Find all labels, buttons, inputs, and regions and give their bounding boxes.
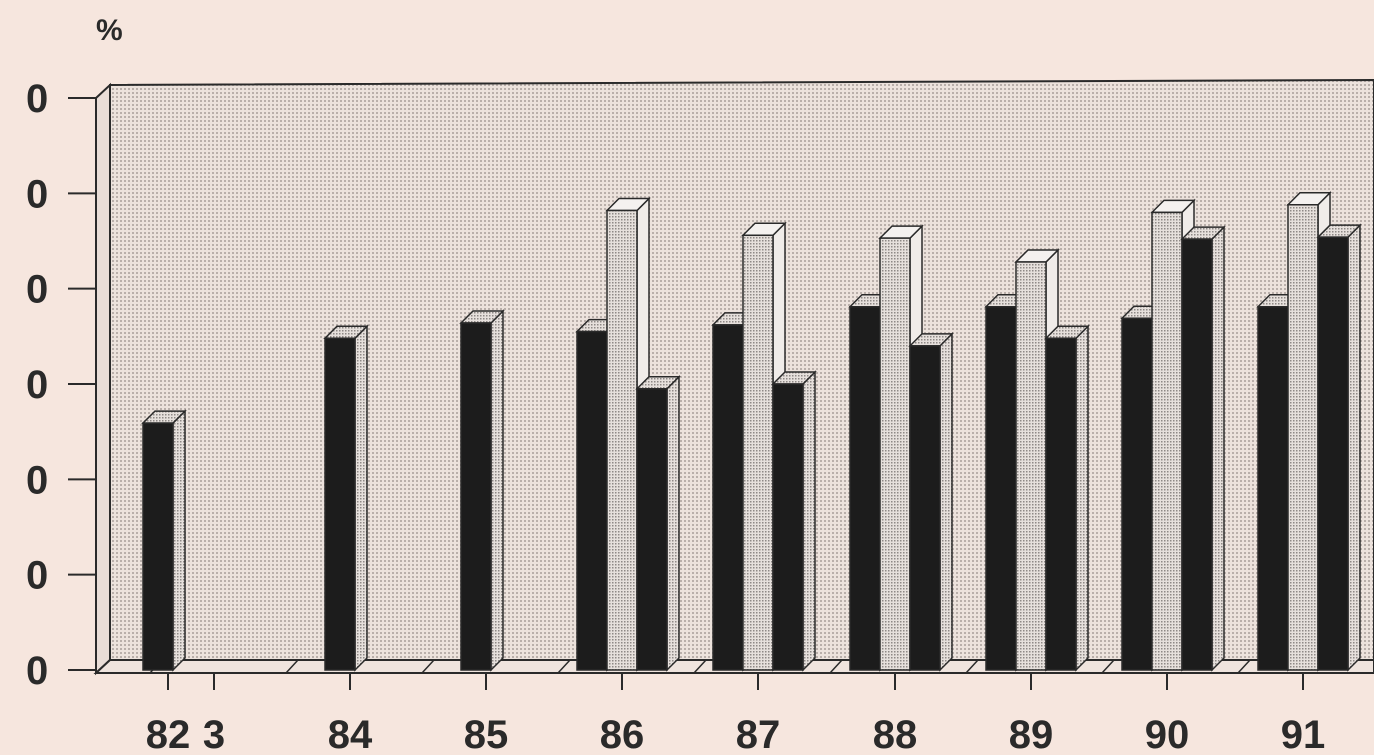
plot-left-wall xyxy=(95,82,111,676)
floor-mark xyxy=(693,659,707,674)
x-axis: 82 3 84 85 86 87 88 89 90 91 xyxy=(146,673,1326,755)
bar-front xyxy=(1121,317,1153,671)
bar-front xyxy=(460,322,492,671)
y-tick-label: 0 xyxy=(26,554,48,598)
bar xyxy=(1044,324,1090,672)
x-tick-label: 90 xyxy=(1145,713,1190,755)
bar xyxy=(323,324,369,672)
bar-front xyxy=(1181,238,1213,671)
bar-side xyxy=(1211,225,1225,672)
y-tick-label: 0 xyxy=(26,77,48,121)
y-tick-label: 0 xyxy=(26,458,48,502)
bar-front xyxy=(879,237,911,671)
bar-front xyxy=(712,324,744,671)
x-tick-label: 85 xyxy=(464,713,509,755)
bar-front xyxy=(985,306,1017,671)
y-tick-label: 0 xyxy=(26,268,48,312)
bar-front xyxy=(142,422,174,671)
bar-side xyxy=(354,324,368,672)
floor-mark xyxy=(829,659,843,674)
bar-front xyxy=(1151,211,1183,671)
bar xyxy=(771,370,817,672)
bar-front xyxy=(1317,236,1349,671)
bar-front xyxy=(576,330,608,671)
bar xyxy=(1316,223,1362,672)
x-tick-label: 91 xyxy=(1281,713,1326,755)
y-axis-unit-label: % xyxy=(96,14,123,47)
floor-mark xyxy=(421,659,435,674)
bar-side xyxy=(1075,324,1089,672)
floor-mark xyxy=(965,659,979,674)
y-tick-label: 0 xyxy=(26,172,48,216)
y-tick-label: 0 xyxy=(26,363,48,407)
x-tick-label: 87 xyxy=(736,713,781,755)
bar-side xyxy=(802,370,816,672)
bar-front xyxy=(849,306,881,671)
bar-front xyxy=(1287,204,1319,671)
bar-side xyxy=(1347,223,1361,672)
bar-front xyxy=(324,337,356,671)
x-tick-label: 3 xyxy=(203,713,225,755)
bar xyxy=(908,332,954,672)
bar xyxy=(635,374,681,672)
floor-mark xyxy=(1101,659,1115,674)
bar xyxy=(141,409,187,672)
bar-side xyxy=(666,374,680,672)
floor-mark xyxy=(1237,659,1251,674)
bar-side xyxy=(172,409,186,672)
floor-mark xyxy=(285,659,299,674)
x-tick-label: 84 xyxy=(328,713,373,755)
y-axis: 0 0 0 0 0 0 0 xyxy=(26,77,97,693)
x-tick-label: 86 xyxy=(600,713,645,755)
bar-front xyxy=(1045,337,1077,671)
bar xyxy=(1180,225,1226,672)
bar-front xyxy=(1015,261,1047,671)
bar-front xyxy=(606,209,638,671)
bar-front xyxy=(909,345,941,671)
y-tick-label: 0 xyxy=(26,649,48,693)
bar xyxy=(459,309,505,672)
bar-side xyxy=(490,309,504,672)
bar-front xyxy=(772,383,804,671)
bar-front xyxy=(636,388,668,671)
bar-side xyxy=(939,332,953,672)
bar-front xyxy=(742,234,774,671)
bar-front xyxy=(1257,306,1289,671)
floor-mark xyxy=(557,659,571,674)
bars xyxy=(141,190,1362,672)
x-tick-label: 82 xyxy=(146,713,191,755)
x-tick-label: 88 xyxy=(873,713,918,755)
x-tick-label: 89 xyxy=(1009,713,1054,755)
